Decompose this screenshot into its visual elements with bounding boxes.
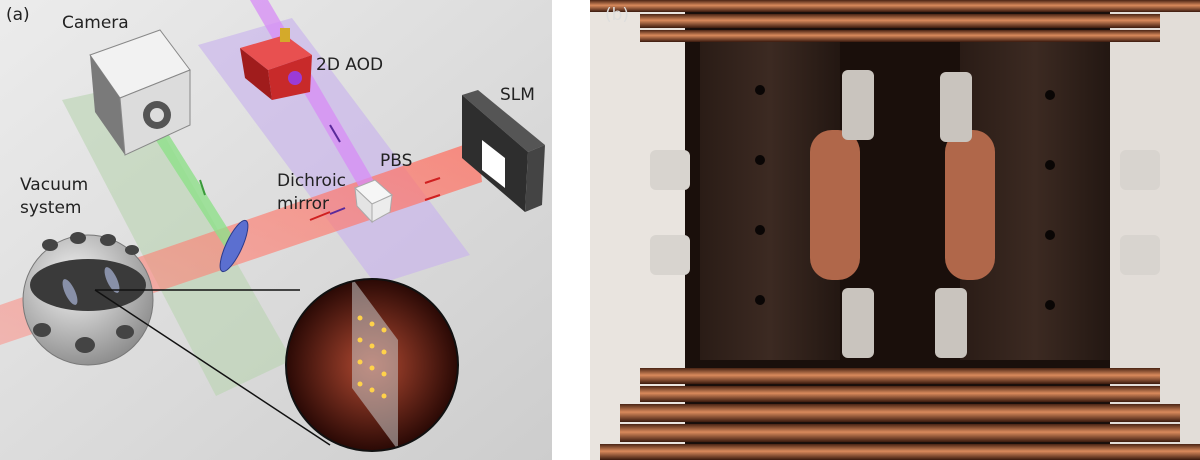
panel-label: (b) bbox=[605, 5, 629, 25]
green-beam bbox=[148, 124, 240, 252]
slm bbox=[462, 90, 545, 212]
vacuum-system bbox=[22, 232, 154, 366]
dichroic-mirror bbox=[219, 219, 249, 273]
top-coils bbox=[590, 0, 1200, 42]
clamps bbox=[650, 150, 1160, 275]
aod bbox=[240, 28, 312, 100]
inset bbox=[285, 278, 459, 452]
label: system bbox=[20, 198, 81, 218]
pbs bbox=[354, 179, 393, 224]
camera bbox=[89, 29, 191, 156]
label: mirror bbox=[277, 194, 329, 214]
panel-a: (a) Camera 2D AOD SLM PBS Dichroic mirro… bbox=[0, 0, 552, 460]
panel-b: (b) bbox=[590, 0, 1200, 460]
electrodes bbox=[810, 70, 995, 358]
label: SLM bbox=[500, 85, 535, 105]
bottom-coils bbox=[600, 368, 1200, 460]
label: Vacuum bbox=[20, 175, 88, 195]
label: 2D AOD bbox=[316, 55, 383, 75]
label: Dichroic bbox=[277, 171, 346, 191]
beam-arrows bbox=[199, 124, 441, 221]
zoom-line bbox=[94, 289, 331, 446]
plate-holes bbox=[755, 85, 1055, 310]
label: Camera bbox=[62, 13, 129, 33]
label: PBS bbox=[380, 151, 412, 171]
panel-label: (a) bbox=[6, 5, 30, 25]
green-plane bbox=[62, 84, 292, 396]
